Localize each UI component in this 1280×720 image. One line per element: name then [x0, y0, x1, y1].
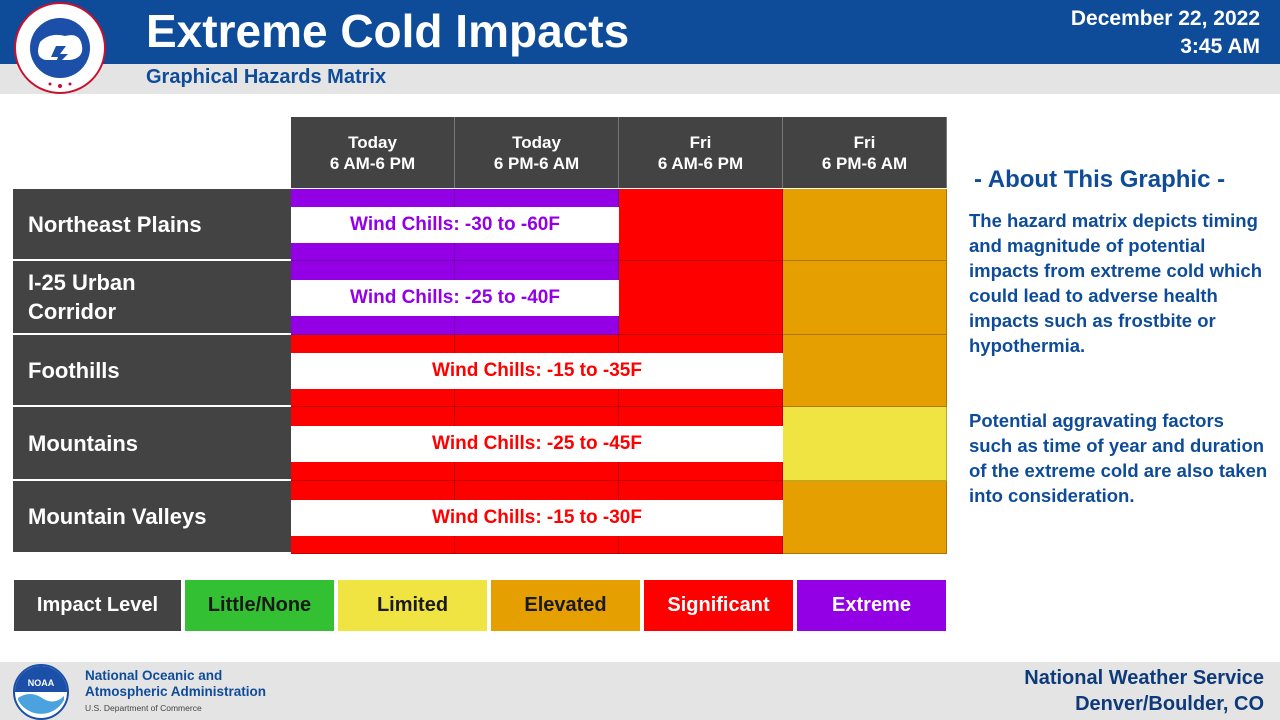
nws-seal-icon — [14, 2, 106, 94]
wind-chill-band: Wind Chills: -15 to -30F — [291, 500, 783, 536]
about-paragraph-1: The hazard matrix depicts timing and mag… — [969, 210, 1263, 356]
column-header-day: Today — [348, 132, 397, 152]
row-header: Foothills — [13, 335, 291, 407]
page-title: Extreme Cold Impacts — [146, 5, 630, 57]
column-header-day: Fri — [853, 132, 876, 152]
matrix-cell — [783, 481, 947, 554]
legend-item: Limited — [337, 579, 488, 632]
row-header: I-25 Urban Corridor — [13, 261, 291, 335]
row-name: Foothills — [28, 356, 120, 385]
column-header-day: Fri — [689, 132, 712, 152]
row-name-line2: Corridor — [28, 299, 116, 324]
noaa-dept: U.S. Department of Commerce — [85, 703, 202, 713]
row-name-line1: Mountains — [28, 430, 138, 456]
legend-item: Extreme — [796, 579, 947, 632]
nws-office-line2: Denver/Boulder, CO — [1075, 693, 1264, 715]
issue-date: December 22, 2022 — [1070, 7, 1260, 30]
row-name-line1: Northeast Plains — [28, 211, 202, 237]
subtitle-bar — [0, 64, 1280, 94]
wind-chill-band: Wind Chills: -30 to -60F — [291, 207, 619, 243]
matrix-cell — [619, 261, 783, 335]
issue-time: 3:45 AM — [1180, 35, 1260, 58]
column-header: Today 6 PM-6 AM — [455, 117, 619, 188]
row-header: Mountains — [13, 407, 291, 481]
footer-bar — [0, 662, 1280, 720]
column-header-period: 6 AM-6 PM — [657, 153, 744, 173]
column-header-period: 6 PM-6 AM — [821, 153, 908, 173]
wind-chill-band: Wind Chills: -25 to -45F — [291, 426, 783, 462]
row-header: Northeast Plains — [13, 189, 291, 261]
row-name-line1: I-25 Urban — [28, 270, 136, 295]
matrix-cell — [783, 407, 947, 481]
column-header-period: 6 AM-6 PM — [329, 153, 416, 173]
legend-item: Little/None — [184, 579, 335, 632]
matrix-cell — [783, 261, 947, 335]
column-header-period: 6 PM-6 AM — [493, 153, 580, 173]
column-header-day: Today — [512, 132, 561, 152]
nws-office: National Weather Service Denver/Boulder,… — [1024, 665, 1264, 717]
row-name: Mountains — [28, 429, 138, 458]
about-paragraph-2: Potential aggravating factors such as ti… — [969, 410, 1268, 506]
column-header: Fri 6 AM-6 PM — [619, 117, 783, 188]
row-name-line1: Mountain Valleys — [28, 504, 207, 529]
noaa-logo-icon: NOAA — [13, 664, 69, 720]
noaa-name-line1: National Oceanic and — [85, 668, 223, 683]
noaa-logo-text: NOAA — [28, 678, 55, 688]
nws-office-line1: National Weather Service — [1024, 667, 1264, 689]
issue-datetime: December 22, 2022 3:45 AM — [1071, 5, 1260, 61]
row-name: I-25 Urban Corridor — [28, 268, 136, 326]
column-header: Today 6 AM-6 PM — [291, 117, 455, 188]
noaa-name-line2: Atmospheric Administration — [85, 684, 267, 699]
header-bar — [0, 0, 1280, 64]
noaa-name: National Oceanic and Atmospheric Adminis… — [85, 668, 266, 700]
row-name: Northeast Plains — [28, 210, 202, 239]
row-header: Mountain Valleys — [13, 481, 291, 554]
column-header: Fri 6 PM-6 AM — [783, 117, 947, 188]
matrix-cell — [619, 189, 783, 261]
page-subtitle: Graphical Hazards Matrix — [146, 66, 387, 88]
wind-chill-band: Wind Chills: -15 to -35F — [291, 353, 783, 389]
legend-label: Impact Level — [13, 579, 182, 632]
row-name: Mountain Valleys — [28, 502, 207, 531]
legend-item: Elevated — [490, 579, 641, 632]
wind-chill-band: Wind Chills: -25 to -40F — [291, 280, 619, 316]
legend-item: Significant — [643, 579, 794, 632]
about-title: - About This Graphic - — [974, 166, 1226, 193]
matrix-cell — [783, 189, 947, 261]
matrix-cell — [783, 335, 947, 407]
row-name-line1: Foothills — [28, 357, 120, 383]
